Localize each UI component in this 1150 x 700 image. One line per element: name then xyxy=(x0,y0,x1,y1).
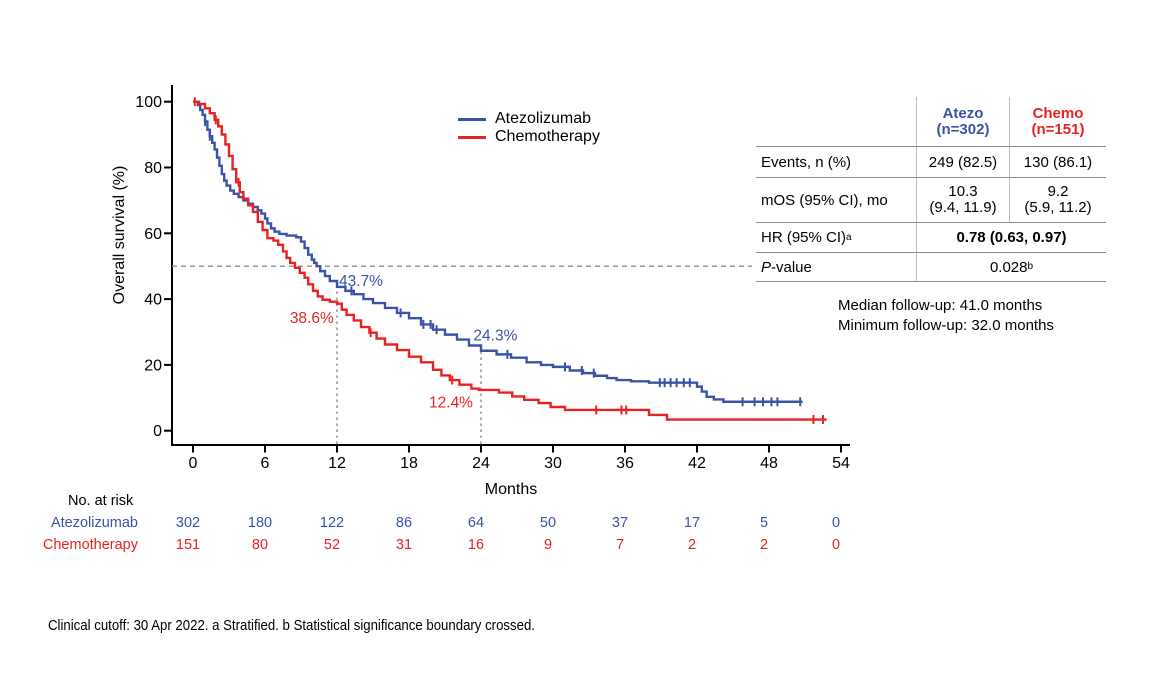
stats-header-atezo: Atezo (n=302) xyxy=(916,97,1009,147)
risk-row-label-chemotherapy: Chemotherapy xyxy=(42,536,138,553)
y-tick-label: 0 xyxy=(153,423,162,440)
stats-pvalue-label: P -value xyxy=(756,253,916,282)
risk-count-chemotherapy-18mo: 31 xyxy=(395,536,413,553)
risk-count-chemotherapy-48mo: 2 xyxy=(759,536,769,553)
legend-item-chemotherapy: Chemotherapy xyxy=(458,128,600,146)
stats-mos-atezo-ci: (9.4, 11.9) xyxy=(929,199,997,216)
risk-count-atezolizumab-6mo: 180 xyxy=(247,515,273,531)
legend-line-chemotherapy-swatch xyxy=(458,135,486,139)
stats-mos-chemo-median: 9.2 xyxy=(1047,183,1069,200)
x-tick-label: 12 xyxy=(328,455,346,472)
km-curve-chemotherapy xyxy=(193,100,827,421)
x-tick-label: 48 xyxy=(760,455,778,472)
x-tick-label: 36 xyxy=(616,455,634,472)
y-tick-label: 20 xyxy=(144,357,162,374)
y-axis-title: Overall survival (%) xyxy=(111,165,128,305)
stats-header-chemo-n: (n=151) xyxy=(1031,120,1085,138)
followup-minimum: Minimum follow-up: 32.0 months xyxy=(838,316,1054,334)
risk-count-chemotherapy-36mo: 7 xyxy=(615,536,625,553)
stats-header-empty xyxy=(756,97,916,147)
x-axis-title: Months xyxy=(484,481,538,498)
stats-pvalue-value: 0.028 b xyxy=(916,253,1106,282)
risk-count-chemotherapy-12mo: 52 xyxy=(323,536,341,553)
stats-header-atezo-n: (n=302) xyxy=(936,120,990,138)
legend-label-chemotherapy: Chemotherapy xyxy=(495,128,600,145)
x-tick-label: 0 xyxy=(189,455,198,472)
stats-hr-label: HR (95% CI) a xyxy=(756,223,916,253)
risk-count-atezolizumab-42mo: 17 xyxy=(683,515,701,531)
y-tick-label: 60 xyxy=(144,226,162,243)
footnote: Clinical cutoff: 30 Apr 2022. a Stratifi… xyxy=(48,617,535,634)
y-tick-label: 80 xyxy=(144,160,162,177)
legend-label-atezolizumab: Atezolizumab xyxy=(495,110,592,127)
risk-count-chemotherapy-24mo: 16 xyxy=(467,536,485,553)
legend-item-atezolizumab: Atezolizumab xyxy=(458,110,600,128)
risk-count-atezolizumab-12mo: 122 xyxy=(319,515,345,531)
stats-mos-chemo-ci: (5.9, 11.2) xyxy=(1024,199,1092,216)
stats-table: Atezo (n=302) Chemo (n=151) Events, n (%… xyxy=(756,97,1106,282)
risk-count-chemotherapy-6mo: 80 xyxy=(251,536,269,553)
risk-row-label-atezolizumab: Atezolizumab xyxy=(50,515,138,531)
x-tick-label: 6 xyxy=(261,455,270,472)
stats-mos-label: mOS (95% CI), mo xyxy=(756,178,916,223)
followup-median: Median follow-up: 41.0 months xyxy=(838,297,1043,314)
x-tick-label: 54 xyxy=(832,455,850,472)
x-tick-label: 30 xyxy=(544,455,562,472)
risk-count-atezolizumab-30mo: 50 xyxy=(539,515,557,531)
x-tick-label: 42 xyxy=(688,455,706,472)
stats-events-chemo: 130 (86.1) xyxy=(1009,147,1106,178)
stats-pvalue-number: 0.028 xyxy=(989,258,1028,276)
stats-events-atezo: 249 (82.5) xyxy=(916,147,1009,178)
risk-count-atezolizumab-0mo: 302 xyxy=(175,515,201,531)
legend: Atezolizumab Chemotherapy xyxy=(458,110,600,146)
risk-count-atezolizumab-24mo: 64 xyxy=(467,515,485,531)
annotation-38.6%: 38.6% xyxy=(290,310,334,327)
stats-header-chemo: Chemo (n=151) xyxy=(1009,97,1106,147)
y-tick-label: 40 xyxy=(144,292,162,309)
stats-pvalue-label-p: P xyxy=(761,258,772,276)
risk-count-chemotherapy-0mo: 151 xyxy=(175,536,201,553)
stats-mos-atezo: 10.3 (9.4, 11.9) xyxy=(916,178,1009,223)
stats-header-chemo-name: Chemo xyxy=(1032,104,1084,122)
stats-pvalue-label-rest: -value xyxy=(771,258,812,276)
stats-hr-label-text: HR (95% CI) xyxy=(761,229,847,246)
risk-table-title: No. at risk xyxy=(68,493,134,509)
risk-count-atezolizumab-36mo: 37 xyxy=(611,515,629,531)
annotation-12.4%: 12.4% xyxy=(429,394,473,411)
risk-count-atezolizumab-48mo: 5 xyxy=(759,515,769,531)
stats-hr-value: 0.78 (0.63, 0.97) xyxy=(916,223,1106,253)
legend-line-atezolizumab-swatch xyxy=(458,117,486,121)
x-tick-label: 18 xyxy=(400,455,418,472)
risk-count-chemotherapy-30mo: 9 xyxy=(543,536,553,553)
stats-mos-atezo-median: 10.3 xyxy=(948,183,978,200)
risk-count-atezolizumab-54mo: 0 xyxy=(831,515,841,531)
followup-note: Median follow-up: 41.0 months Minimum fo… xyxy=(838,296,1054,335)
annotation-43.7%: 43.7% xyxy=(339,273,383,290)
risk-count-chemotherapy-54mo: 0 xyxy=(831,536,841,553)
stats-events-label: Events, n (%) xyxy=(756,147,916,178)
stats-mos-chemo: 9.2 (5.9, 11.2) xyxy=(1009,178,1106,223)
y-tick-label: 100 xyxy=(135,94,162,111)
risk-count-atezolizumab-18mo: 86 xyxy=(395,515,413,531)
stats-header-atezo-name: Atezo xyxy=(942,104,984,122)
km-curve-atezolizumab xyxy=(193,100,803,403)
annotation-24.3%: 24.3% xyxy=(473,327,517,344)
risk-count-chemotherapy-42mo: 2 xyxy=(687,536,697,553)
x-tick-label: 24 xyxy=(472,455,490,472)
